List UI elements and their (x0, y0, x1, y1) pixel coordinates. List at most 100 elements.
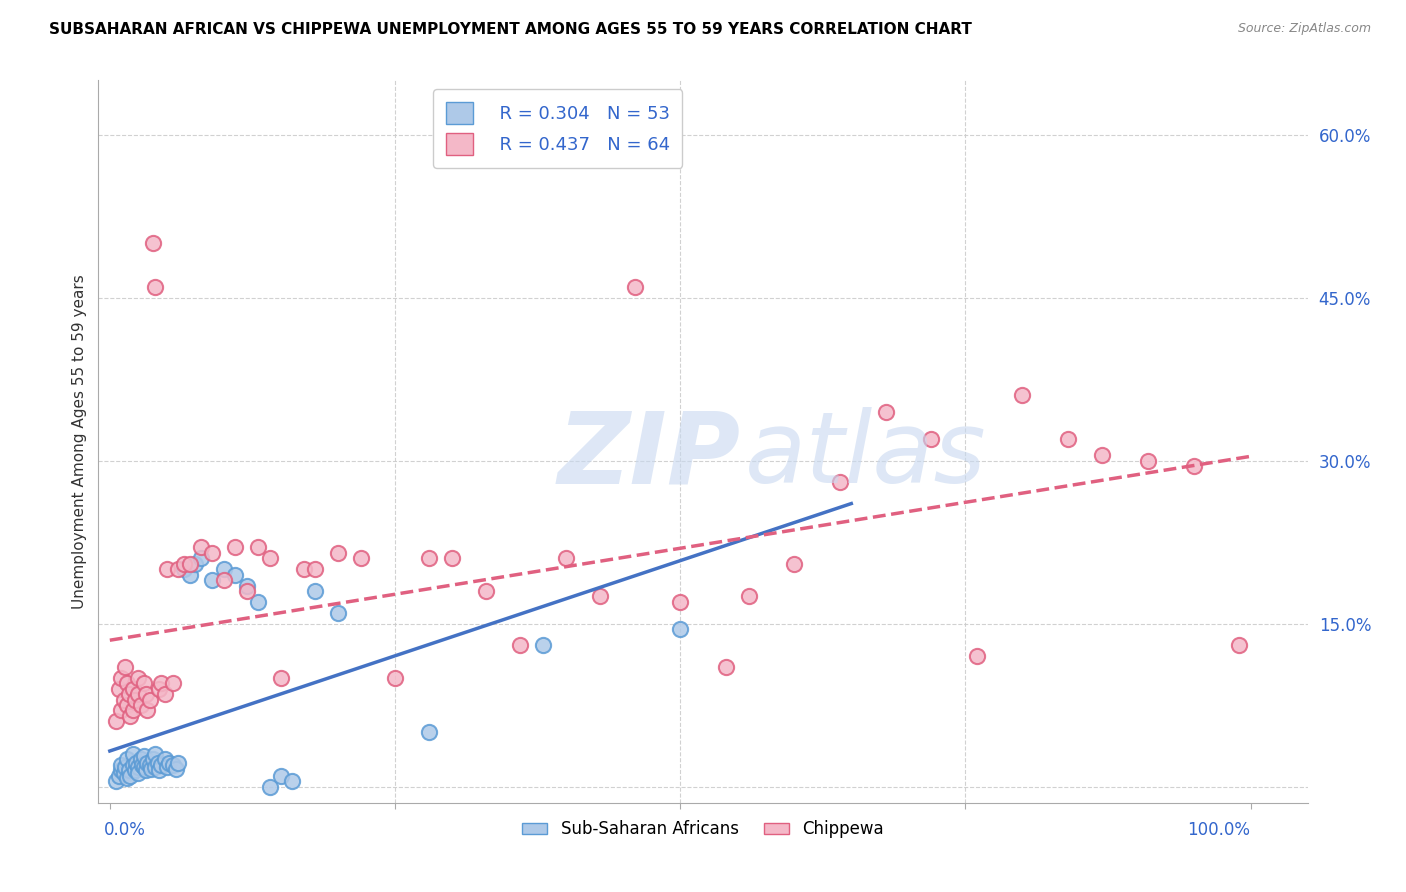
Point (1182, 458, 1205, 473)
Text: 0.0%: 0.0% (104, 822, 146, 839)
Y-axis label: Unemployment Among Ages 55 to 59 years: Unemployment Among Ages 55 to 59 years (72, 274, 87, 609)
Point (162, 757, 184, 772)
Point (139, 757, 162, 772)
Point (783, 557, 806, 571)
Point (115, 698, 138, 712)
Point (247, 595, 270, 609)
Point (828, 475, 851, 490)
Point (124, 692, 146, 706)
Point (173, 562, 195, 576)
Point (148, 681, 170, 696)
Point (121, 757, 143, 772)
Point (121, 681, 143, 696)
Point (1011, 388, 1033, 402)
Point (118, 763, 141, 777)
Point (131, 757, 153, 772)
Point (875, 405, 897, 419)
Point (145, 279, 167, 293)
Point (132, 749, 155, 764)
Point (146, 756, 169, 770)
Point (135, 687, 157, 701)
Point (304, 583, 326, 598)
Text: 100.0%: 100.0% (1188, 822, 1250, 839)
Point (127, 687, 149, 701)
Point (142, 236, 165, 251)
Text: ZIP: ZIP (558, 408, 741, 505)
Point (145, 747, 167, 761)
Point (132, 760, 155, 774)
Point (173, 557, 195, 571)
Point (132, 676, 155, 690)
Point (966, 649, 988, 664)
Point (669, 595, 692, 609)
Point (179, 557, 201, 571)
Text: SUBSAHARAN AFRICAN VS CHIPPEWA UNEMPLOYMENT AMONG AGES 55 TO 59 YEARS CORRELATIO: SUBSAHARAN AFRICAN VS CHIPPEWA UNEMPLOYM… (49, 22, 972, 37)
Point (153, 687, 176, 701)
Point (135, 763, 157, 777)
Point (292, 562, 315, 576)
Point (259, 551, 281, 566)
Point (190, 551, 212, 566)
Point (148, 763, 170, 777)
Point (350, 551, 373, 566)
Point (1091, 448, 1114, 462)
Point (150, 676, 173, 690)
Point (121, 747, 143, 761)
Point (179, 567, 201, 582)
Point (201, 573, 224, 587)
Point (108, 681, 131, 696)
Point (145, 760, 167, 774)
Point (110, 763, 132, 777)
Point (139, 692, 162, 706)
Point (259, 780, 281, 794)
Point (136, 756, 159, 770)
Point (475, 583, 498, 598)
Point (270, 769, 292, 783)
Point (115, 752, 138, 766)
Point (124, 763, 146, 777)
Point (115, 676, 138, 690)
Point (623, 279, 645, 293)
Point (110, 703, 132, 717)
Point (326, 546, 349, 560)
Text: Source: ZipAtlas.com: Source: ZipAtlas.com (1237, 22, 1371, 36)
Point (156, 760, 179, 774)
Point (129, 698, 152, 712)
Point (125, 756, 148, 770)
Point (156, 562, 179, 576)
Point (212, 562, 235, 576)
Point (136, 703, 159, 717)
Point (441, 551, 464, 566)
Point (304, 562, 326, 576)
Point (127, 766, 149, 780)
Point (1227, 638, 1250, 652)
Point (714, 660, 737, 674)
Point (167, 562, 190, 576)
Point (162, 676, 184, 690)
Point (165, 762, 187, 776)
Text: atlas: atlas (745, 408, 987, 505)
Point (418, 551, 440, 566)
Point (112, 692, 135, 706)
Point (201, 546, 224, 560)
Point (167, 756, 190, 770)
Point (509, 638, 531, 652)
Point (108, 769, 131, 783)
Point (110, 757, 132, 772)
Point (235, 583, 257, 598)
Point (212, 573, 235, 587)
Point (114, 760, 136, 774)
Point (1136, 453, 1159, 467)
Point (281, 774, 304, 789)
Point (104, 774, 127, 789)
Point (127, 671, 149, 685)
Point (129, 752, 152, 766)
Point (118, 687, 141, 701)
Point (326, 606, 349, 620)
Point (920, 432, 942, 446)
Point (384, 671, 406, 685)
Point (737, 590, 759, 604)
Point (142, 752, 165, 766)
Point (270, 671, 292, 685)
Point (157, 756, 180, 770)
